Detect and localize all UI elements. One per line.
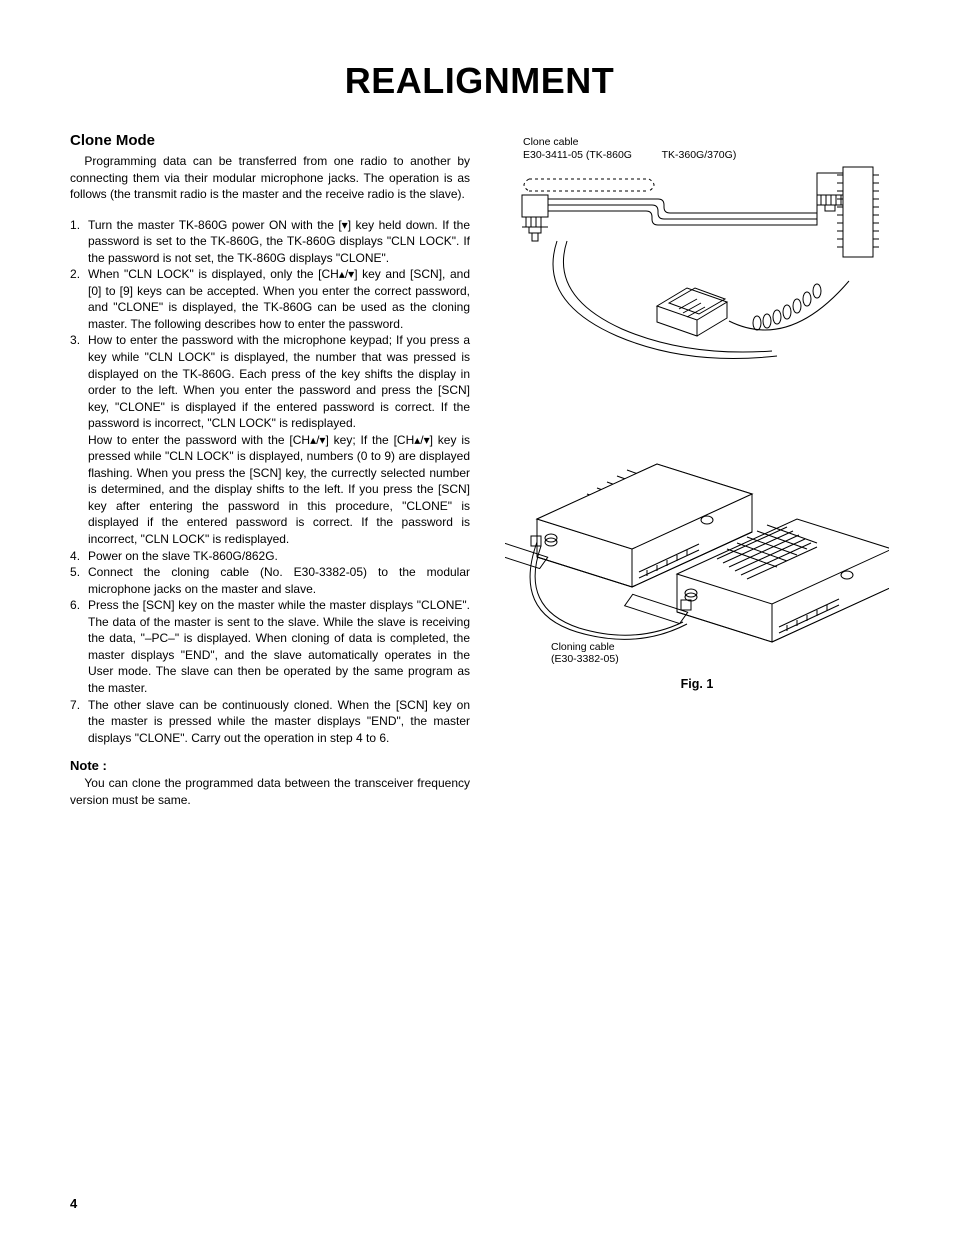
cable-label-right: TK-360G/370G) [662, 149, 737, 161]
right-column: Clone cable E30-3411-05 (TK-860G TK-360G… [505, 132, 889, 691]
step-item: Power on the slave TK-860G/862G. [70, 548, 470, 565]
step-text: The other slave can be continuously clon… [88, 698, 470, 745]
step-text: How to enter the password with the micro… [88, 333, 470, 547]
cable-label-line1: Clone cable [523, 136, 578, 148]
step-item: Turn the master TK-860G power ON with th… [70, 217, 470, 267]
step-item: The other slave can be continuously clon… [70, 697, 470, 747]
step-text: Connect the cloning cable (No. E30-3382-… [88, 565, 470, 596]
page-number: 4 [70, 1196, 77, 1211]
clone-cable-label: Clone cable E30-3411-05 (TK-860G TK-360G… [523, 136, 889, 161]
radios-cloning-figure: Cloning cable (E30-3382-05) [505, 424, 889, 669]
note-body: You can clone the programmed data betwee… [70, 775, 470, 808]
step-item: How to enter the password with the micro… [70, 332, 470, 547]
page-title: REALIGNMENT [70, 60, 889, 102]
left-column: Clone Mode Programming data can be trans… [70, 132, 470, 808]
clone-steps-list: Turn the master TK-860G power ON with th… [70, 217, 470, 747]
cloning-cable-label-l2: (E30-3382-05) [551, 653, 619, 665]
step-text: When "CLN LOCK" is displayed, only the [… [88, 267, 470, 331]
cloning-cable-label-l1: Cloning cable [551, 641, 615, 653]
two-column-layout: Clone Mode Programming data can be trans… [70, 132, 889, 808]
step-item: Press the [SCN] key on the master while … [70, 597, 470, 696]
note-heading: Note : [70, 758, 470, 773]
wiring-diagram-figure [505, 161, 889, 406]
step-text: Press the [SCN] key on the master while … [88, 598, 470, 695]
figure-caption: Fig. 1 [505, 677, 889, 691]
clone-mode-heading: Clone Mode [70, 132, 470, 149]
clone-mode-intro: Programming data can be transferred from… [70, 153, 470, 203]
step-item: Connect the cloning cable (No. E30-3382-… [70, 564, 470, 597]
step-item: When "CLN LOCK" is displayed, only the [… [70, 266, 470, 332]
step-text: Power on the slave TK-860G/862G. [88, 549, 278, 563]
step-text: Turn the master TK-860G power ON with th… [88, 218, 470, 265]
cable-label-line2: E30-3411-05 (TK-860G [523, 149, 632, 161]
